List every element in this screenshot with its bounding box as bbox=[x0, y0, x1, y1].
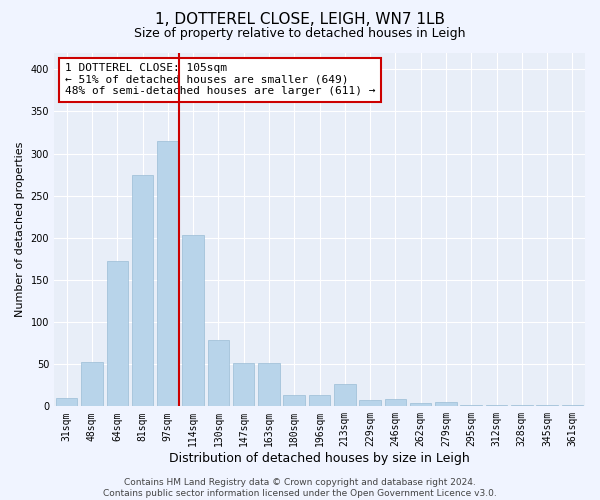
Bar bbox=[283, 394, 305, 406]
Bar bbox=[309, 394, 330, 406]
Bar bbox=[233, 362, 254, 406]
X-axis label: Distribution of detached houses by size in Leigh: Distribution of detached houses by size … bbox=[169, 452, 470, 465]
Bar bbox=[410, 403, 431, 406]
Bar bbox=[182, 236, 204, 406]
Bar bbox=[157, 141, 179, 406]
Bar bbox=[359, 400, 381, 406]
Bar bbox=[208, 340, 229, 406]
Bar bbox=[385, 399, 406, 406]
Y-axis label: Number of detached properties: Number of detached properties bbox=[15, 142, 25, 317]
Bar bbox=[334, 384, 356, 406]
Text: 1 DOTTEREL CLOSE: 105sqm
← 51% of detached houses are smaller (649)
48% of semi-: 1 DOTTEREL CLOSE: 105sqm ← 51% of detach… bbox=[65, 63, 375, 96]
Text: Contains HM Land Registry data © Crown copyright and database right 2024.
Contai: Contains HM Land Registry data © Crown c… bbox=[103, 478, 497, 498]
Bar bbox=[258, 364, 280, 406]
Bar bbox=[81, 362, 103, 406]
Text: 1, DOTTEREL CLOSE, LEIGH, WN7 1LB: 1, DOTTEREL CLOSE, LEIGH, WN7 1LB bbox=[155, 12, 445, 28]
Bar bbox=[56, 398, 77, 406]
Bar bbox=[435, 402, 457, 406]
Bar bbox=[460, 404, 482, 406]
Bar bbox=[132, 174, 153, 406]
Bar bbox=[107, 262, 128, 406]
Text: Size of property relative to detached houses in Leigh: Size of property relative to detached ho… bbox=[134, 28, 466, 40]
